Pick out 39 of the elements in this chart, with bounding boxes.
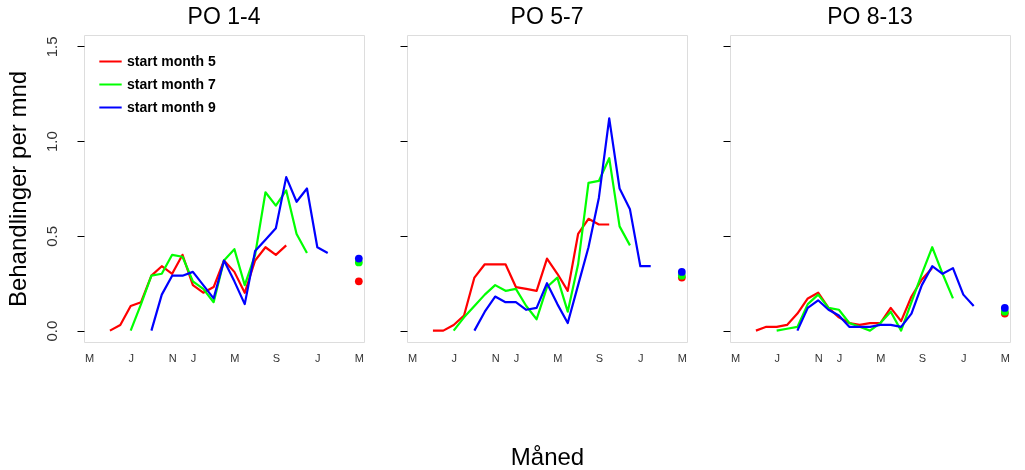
x-tick-label: J [961,351,967,364]
chart-title: PO 8-13 [827,3,913,29]
y-tick-label: 1.0 [42,131,60,153]
chart-title: PO 5-7 [510,3,584,29]
x-tick-label: J [451,351,457,364]
x-tick-label: M [677,351,687,364]
y-tick-label: 1.5 [42,36,60,58]
y-axis-title: Behandlinger per mnd [3,70,31,308]
x-tick-label: S [595,351,604,364]
x-tick-label: J [836,351,843,364]
x-tick-label: M [354,351,364,364]
x-tick-label: J [513,351,520,364]
x-tick-label: N [814,351,823,364]
x-tick-label: M [85,351,95,364]
x-axis-title: Måned [510,442,585,470]
y-tick-label: 0.0 [42,320,60,342]
y-tick-label: 0.5 [42,225,60,247]
x-tick-label: M [1000,351,1010,364]
x-tick-label: N [491,351,500,364]
legend-label: start month 7 [127,75,216,92]
line-series [129,189,309,332]
x-tick-label: M [230,351,240,364]
x-tick-label: N [168,351,177,364]
x-tick-label: M [553,351,563,364]
x-tick-label: S [918,351,927,364]
x-tick-label: M [408,351,418,364]
line-series [150,176,329,332]
chart-title: PO 1-4 [187,3,261,29]
x-tick-label: J [190,351,197,364]
legend-label: start month 5 [127,52,216,69]
x-tick-label: S [272,351,281,364]
x-tick-label: J [315,351,321,364]
x-tick-label: J [638,351,644,364]
legend-label: start month 9 [127,98,216,115]
x-tick-label: J [128,351,134,364]
line-series [108,244,288,332]
x-tick-label: M [731,351,741,364]
x-tick-label: J [774,351,780,364]
x-tick-label: M [876,351,886,364]
